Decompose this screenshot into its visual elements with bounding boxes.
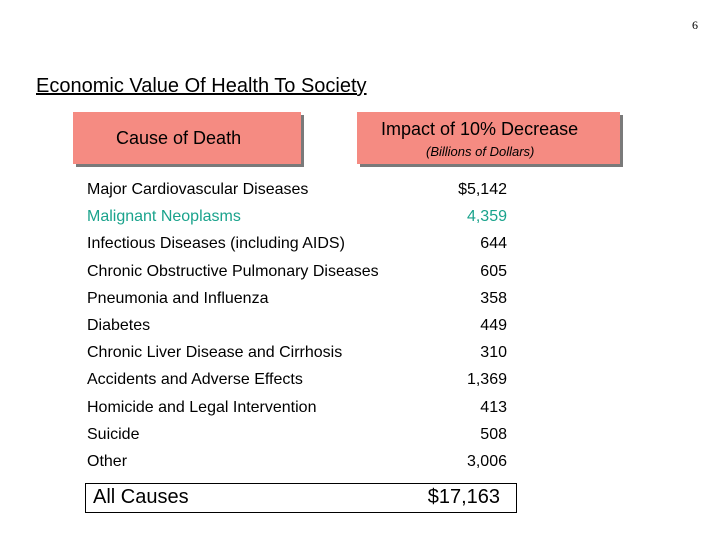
cause-value: 1,369 [466, 371, 507, 389]
cause-name: Accidents and Adverse Effects [87, 371, 303, 389]
slide-title: Economic Value Of Health To Society [36, 75, 367, 97]
list-item: Homicide and Legal Intervention 413 [87, 394, 507, 421]
cause-value: 358 [480, 289, 507, 307]
cause-value: 605 [480, 262, 507, 280]
cause-value: 4,359 [466, 208, 507, 226]
cause-name: Other [87, 452, 128, 470]
cause-name: Chronic Liver Disease and Cirrhosis [87, 344, 343, 362]
list-item: Other 3,006 [87, 448, 507, 475]
list-item: Accidents and Adverse Effects 1,369 [87, 366, 507, 393]
list-item: Malignant Neoplasms 4,359 [87, 203, 507, 230]
cause-value: 644 [480, 235, 507, 253]
cause-name: Infectious Diseases (including AIDS) [87, 235, 345, 253]
cause-name: Malignant Neoplasms [87, 208, 241, 226]
list-item: Chronic Liver Disease and Cirrhosis 310 [87, 339, 507, 366]
cause-name: Diabetes [87, 316, 151, 334]
list-item: Chronic Obstructive Pulmonary Diseases 6… [87, 258, 507, 285]
cause-value: $5,142 [458, 181, 507, 198]
cause-value: 310 [480, 344, 507, 362]
cause-value: 449 [480, 316, 507, 334]
cause-name: Major Cardiovascular Diseases [87, 181, 309, 198]
list-item: Major Cardiovascular Diseases $5,142 [87, 176, 507, 203]
list-item: Pneumonia and Influenza 358 [87, 285, 507, 312]
total-value: $17,163 [427, 486, 500, 508]
cause-value: 508 [480, 425, 507, 443]
cause-value: 413 [480, 398, 507, 416]
cause-of-death-header: Cause of Death [73, 112, 301, 164]
list-item: Suicide 508 [87, 421, 507, 448]
list-item: Infectious Diseases (including AIDS) 644 [87, 230, 507, 257]
impact-header-unit: (Billions of Dollars) [426, 144, 535, 159]
cause-name: Homicide and Legal Intervention [87, 398, 317, 416]
total-label: All Causes [93, 486, 189, 508]
page-number: 6 [692, 18, 698, 32]
impact-header-label: Impact of 10% Decrease [381, 119, 579, 139]
cause-name: Chronic Obstructive Pulmonary Diseases [87, 262, 379, 280]
cause-of-death-header-label: Cause of Death [116, 128, 242, 148]
impact-header: Impact of 10% Decrease (Billions of Doll… [357, 112, 620, 164]
total-row: All Causes $17,163 [85, 483, 517, 513]
cause-value: 3,006 [466, 452, 507, 470]
cause-name: Pneumonia and Influenza [87, 289, 269, 307]
cause-list: Major Cardiovascular Diseases $5,142 Mal… [87, 176, 507, 475]
cause-name: Suicide [87, 425, 140, 443]
list-item: Diabetes 449 [87, 312, 507, 339]
